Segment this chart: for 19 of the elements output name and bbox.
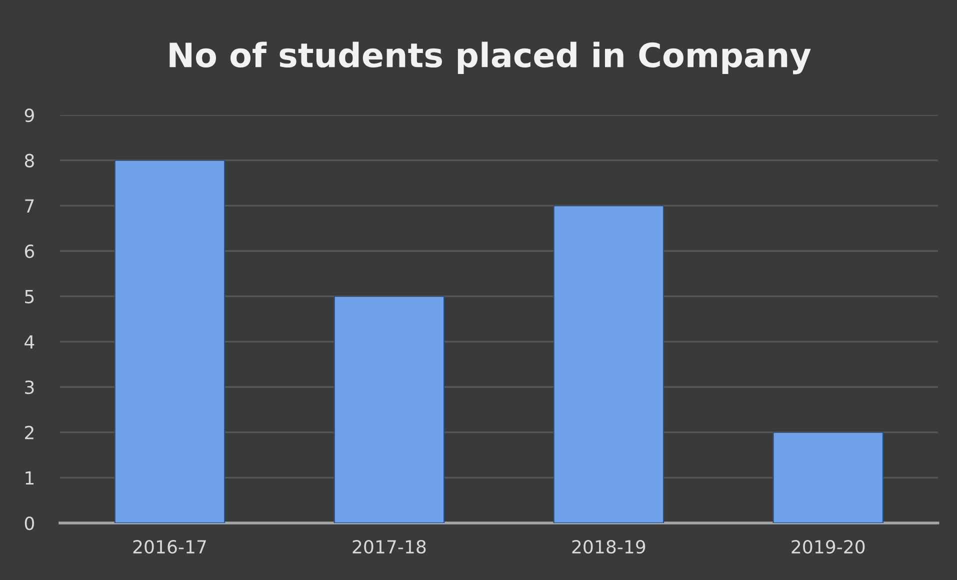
x-tick-label: 2018-19	[572, 540, 646, 554]
y-tick-label: 0	[24, 516, 34, 530]
y-tick-label: 5	[25, 290, 34, 304]
y-tick-label: 2	[25, 426, 34, 440]
y-tick-label: 7	[25, 199, 34, 213]
y-tick-label: 4	[24, 335, 34, 349]
x-tick-label: 2016-17	[133, 540, 206, 554]
chart-title: No of students placed in Company	[170, 42, 811, 74]
y-tick-label: 8	[24, 154, 34, 168]
x-tick-label: 2017-18	[352, 540, 426, 554]
y-tick-label: 6	[24, 244, 34, 258]
bar	[334, 296, 445, 523]
x-tick-label: 2019-20	[792, 540, 865, 554]
bar	[553, 205, 664, 523]
y-tick-label: 3	[25, 380, 34, 394]
y-tick-label: 9	[24, 108, 34, 122]
bar	[772, 432, 884, 523]
y-tick-label: 1	[26, 471, 34, 485]
bar	[114, 160, 226, 523]
